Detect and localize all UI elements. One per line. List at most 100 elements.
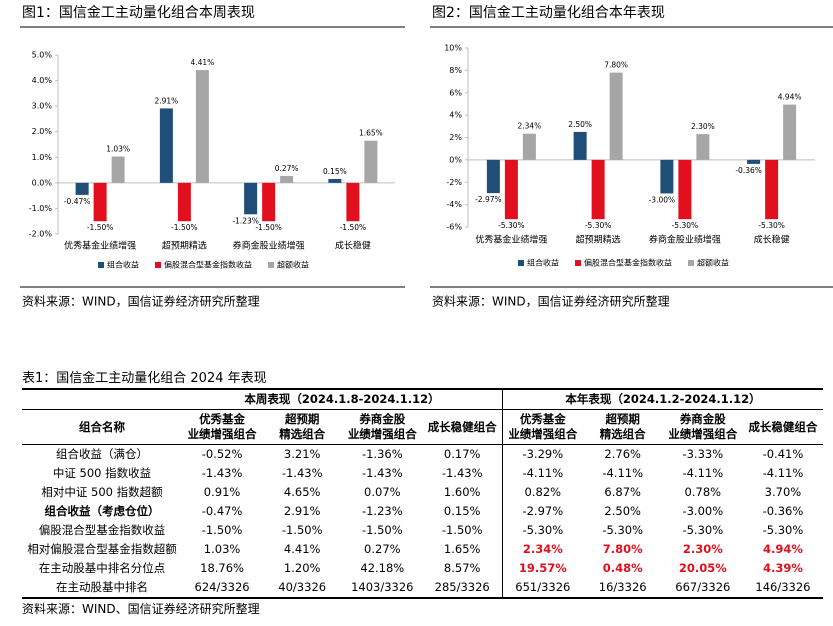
bar xyxy=(765,159,779,220)
x-tick-label: 券商金股业绩增强 xyxy=(649,234,721,246)
row-label: 相对偏股混合型基金指数超额 xyxy=(27,542,177,556)
table-cell: 3.70% xyxy=(764,485,802,499)
y-tick-label: 4% xyxy=(449,111,462,120)
table-cell: 2.34% xyxy=(501,540,583,559)
source: 资料来源：WIND，国信证券经济研究所整理 xyxy=(432,294,670,309)
header-cell: 组合名称 xyxy=(22,409,182,445)
x-tick-label: 超预期精选 xyxy=(162,240,207,252)
table-cell: 16/3326 xyxy=(582,578,663,599)
value-label: -1.50% xyxy=(340,223,367,232)
table-cell: 8.57% xyxy=(443,561,481,575)
header-line: 券商金股 xyxy=(359,412,406,426)
table-cell: 6.87% xyxy=(604,485,641,499)
table-cell: 2.91% xyxy=(283,504,321,518)
value-label: -5.30% xyxy=(672,221,699,230)
value-label: -0.47% xyxy=(64,197,91,206)
value-label: 2.50% xyxy=(568,120,592,129)
header-row: 组合名称 优秀基金 业绩增强组合 超预期 精选组合 券商金股 业绩增强组合 成长稳健组合 优秀基… xyxy=(22,409,823,445)
table-cell: 7.80% xyxy=(602,542,643,556)
header-line: 超预期 xyxy=(284,412,320,426)
header-line: 优秀基金 xyxy=(199,412,246,426)
y-tick-label: 0.0% xyxy=(32,178,53,187)
table-cell: -1.43% xyxy=(441,466,483,480)
table-cell: -5.30% xyxy=(762,523,804,537)
y-tick-label: 5.0% xyxy=(32,51,53,60)
table: 本周表现（2024.1.8-2024.1.12） 本年表现（2024.1.2-20… xyxy=(22,388,823,599)
table-cell: 1.20% xyxy=(283,561,321,575)
legend-label: 组合收益 xyxy=(107,260,139,270)
table-row: 中证 500 指数收益 -1.43% -1.43% -1.43% -1.43% -4.11… xyxy=(22,464,823,483)
header-cell: 成长稳健组合 xyxy=(422,409,503,445)
bar xyxy=(573,131,587,160)
row-label: 在主动股基中排名分位点 xyxy=(38,561,166,575)
bar xyxy=(522,133,536,160)
value-label: 7.80% xyxy=(604,61,628,70)
table-cell: -0.52% xyxy=(201,447,243,461)
bar xyxy=(696,134,710,160)
table-cell: 4.94% xyxy=(762,542,803,556)
value-label: 2.30% xyxy=(691,122,715,131)
header-line: 成长稳健组合 xyxy=(748,419,818,434)
x-tick-label: 成长稳健 xyxy=(754,234,790,246)
table-cell: 19.57% xyxy=(501,559,583,578)
table-cell: -1.43% xyxy=(281,466,323,480)
row-label: 相对中证 500 指数超额 xyxy=(41,485,163,499)
table-cell: 0.91% xyxy=(203,485,241,499)
table-cell: -1.50% xyxy=(281,523,323,537)
value-label: 1.03% xyxy=(106,145,130,154)
legend-swatch xyxy=(268,262,274,268)
source: 资料来源：WIND、国信证券经济研究所整理 xyxy=(22,602,260,616)
row-label: 在主动股基中排名 xyxy=(22,578,182,599)
header-line: 成长稳健组合 xyxy=(427,419,497,434)
table-cell: -1.43% xyxy=(201,466,243,480)
table-row: 组合收益（满仓） -0.52% 3.21% -1.36% 0.17% -3.29% 2.76… xyxy=(22,444,823,464)
value-label: 1.65% xyxy=(359,129,383,138)
y-tick-label: 2.0% xyxy=(32,127,53,136)
y-tick-label: -2% xyxy=(446,178,462,187)
bar xyxy=(177,182,191,222)
table-cell: 651/3326 xyxy=(501,578,583,599)
charts: 图1：国信金工主动量化组合本周表现 图2：国信金工主动量化组合本年表现 资料来源… xyxy=(20,5,833,309)
header-line: 超预期 xyxy=(605,412,640,426)
table-row: 偏股混合型基金指数收益 -1.50% -1.50% -1.50% -1.50% -5.30… xyxy=(22,521,823,540)
header-line: 券商金股 xyxy=(679,412,726,426)
table-cell: -3.00% xyxy=(682,504,724,518)
table-cell: 42.18% xyxy=(360,561,405,575)
value-label: 4.41% xyxy=(190,58,214,67)
table-row: 相对中证 500 指数超额 0.91% 4.65% 0.07% 1.60% 0.82% 6.… xyxy=(22,483,823,502)
value-label: 0.27% xyxy=(275,164,299,173)
chart-title: 图1：国信金工主动量化组合本周表现 xyxy=(22,5,255,21)
table-cell: 40/3326 xyxy=(262,578,343,599)
table-cell: 18.76% xyxy=(200,561,244,575)
bar xyxy=(195,70,209,183)
header-line: 组合名称 xyxy=(79,419,125,434)
y-tick-label: 3.0% xyxy=(32,102,53,111)
legend-swatch xyxy=(518,260,524,266)
legend-swatch xyxy=(575,260,581,266)
source: 资料来源：WIND，国信证券经济研究所整理 xyxy=(22,294,260,309)
bar xyxy=(364,140,378,183)
group-header: 本年表现（2024.1.2-2024.1.12） xyxy=(502,388,823,410)
legend-label: 偏股混合型基金指数收益 xyxy=(584,258,672,268)
table-cell: -0.36% xyxy=(762,504,804,518)
header-cell: 券商金股 业绩增强组合 xyxy=(342,409,423,445)
bar xyxy=(280,175,294,183)
bar xyxy=(783,104,797,160)
table-cell: 4.41% xyxy=(283,542,321,556)
table-cell: -2.97% xyxy=(501,502,583,521)
table-cell: 2.30% xyxy=(682,542,723,556)
table-cell: -5.30% xyxy=(602,523,644,537)
header-line: 业绩增强组合 xyxy=(347,427,417,441)
bar xyxy=(346,182,360,222)
value-label: -5.30% xyxy=(498,221,525,230)
chart-title: 图2：国信金工主动量化组合本年表现 xyxy=(432,5,665,21)
table-cell: 667/3326 xyxy=(662,578,743,599)
x-tick-label: 成长稳健 xyxy=(335,240,371,252)
value-label: -0.36% xyxy=(735,166,762,175)
table-cell: 0.15% xyxy=(443,504,481,518)
table-cell: 0.17% xyxy=(443,447,481,461)
table-cell: -4.11% xyxy=(762,466,804,480)
bar xyxy=(93,182,107,222)
table-cell: 624/3326 xyxy=(182,578,263,599)
